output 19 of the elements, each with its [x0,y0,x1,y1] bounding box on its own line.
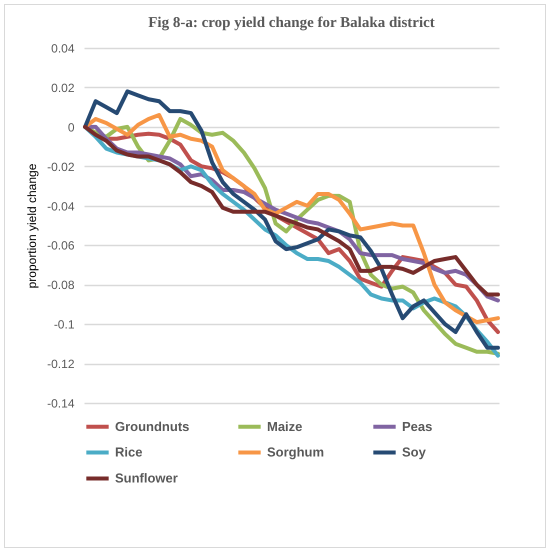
y-tick-label: -0.14 [47,396,75,410]
legend-label: Peas [402,418,432,434]
legend-label: Sunflower [115,470,178,486]
legend-label: Sorghum [267,444,324,460]
y-axis-title: proportion yield change [25,163,40,288]
legend-label: Groundnuts [115,418,190,434]
y-tick-label: 0.02 [51,80,75,95]
y-tick-label: -0.1 [54,318,75,332]
y-tick-label: 0 [68,120,75,134]
y-tick-label: 0.04 [51,42,75,56]
legend-label: Maize [267,418,302,434]
legend-label: Rice [115,444,142,460]
chart-title: Fig 8-a: crop yield change for Balaka district [148,15,435,31]
y-tick-label: -0.06 [47,238,75,253]
legend-label: Soy [402,444,427,460]
y-tick-label: -0.12 [47,357,75,372]
y-tick-label: -0.08 [47,278,75,292]
y-tick-label: -0.02 [47,160,75,174]
y-tick-label: -0.04 [47,199,75,214]
